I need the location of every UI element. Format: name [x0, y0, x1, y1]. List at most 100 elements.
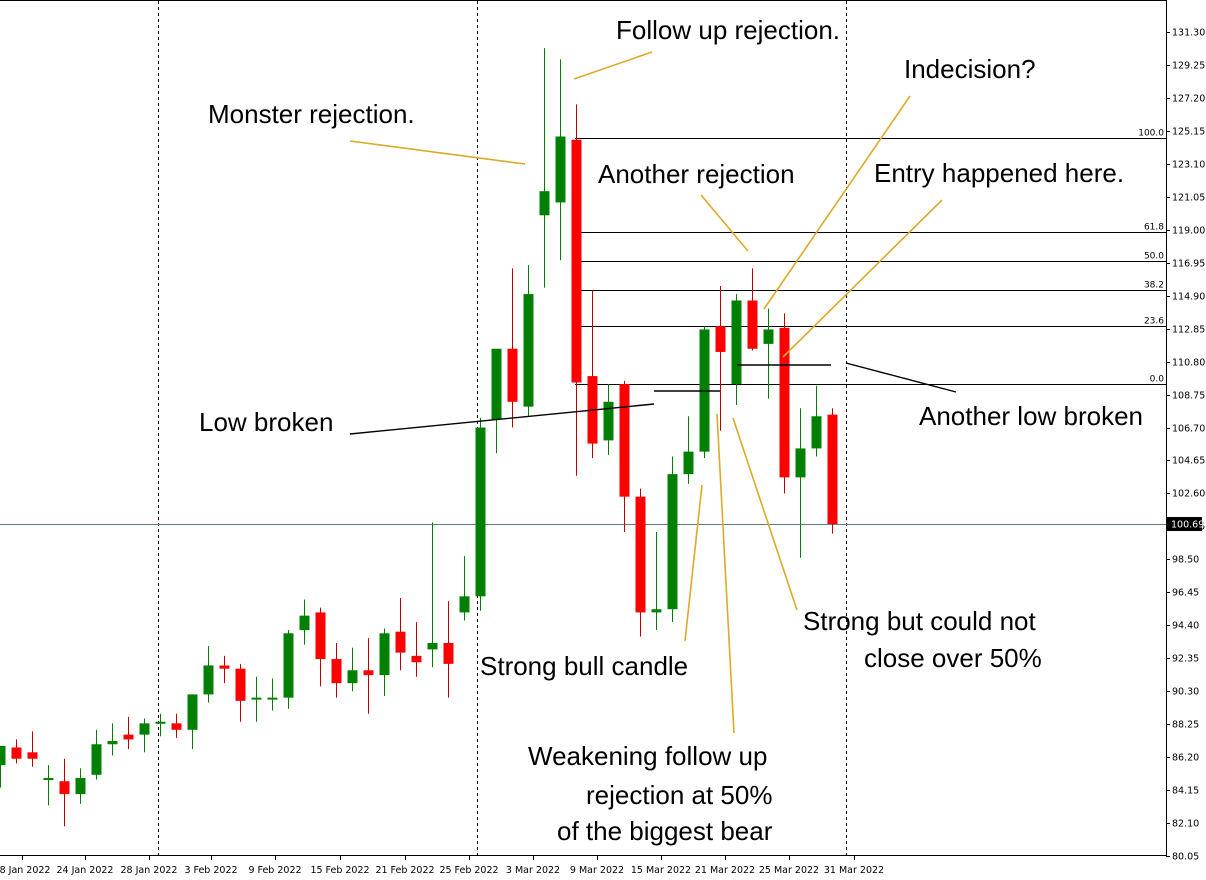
annotation-another-low-broken: Another low broken — [919, 401, 1143, 431]
y-tick-label: 104.65 — [1172, 456, 1205, 467]
y-tick-label: 88.25 — [1172, 720, 1199, 731]
y-tick-label: 123.10 — [1172, 160, 1205, 171]
annotation-indecision: Indecision? — [904, 54, 1036, 84]
y-axis-ticks: 131.30 129.25 127.20 125.15 123.10 121.05 119.… — [1166, 28, 1205, 863]
bear-candle — [507, 348, 518, 402]
weakening-pointer — [716, 413, 735, 734]
current-price-box-bg — [1167, 517, 1202, 531]
y-tick-label: 131.30 — [1172, 28, 1205, 39]
fib-level-label-50.0: 50.0 — [1144, 252, 1164, 262]
annotation-low-broken: Low broken — [199, 407, 333, 437]
y-tick-label: 82.10 — [1172, 819, 1199, 830]
annotation-another-rejection: Another rejection — [598, 159, 795, 189]
bear-candle — [331, 659, 342, 684]
x-tick-label: 25 Feb 2022 — [439, 865, 498, 876]
x-axis-ticks: 18 Jan 2022 24 Jan 2022 28 Jan 2022 3 Feb 2… — [0, 855, 884, 876]
bear-candle — [827, 414, 838, 524]
bull-candle — [539, 191, 550, 216]
y-tick-label: 112.85 — [1172, 325, 1205, 336]
bear-candle — [747, 300, 758, 349]
bear-candle — [619, 384, 630, 497]
another-low-broken-pointer — [845, 362, 957, 393]
bear-candle — [571, 139, 582, 383]
annotation-weakening-line1: Weakening follow up — [528, 741, 767, 771]
low-broken-trend-line — [349, 403, 655, 435]
bear-candle — [443, 642, 454, 664]
y-tick-label: 92.35 — [1172, 654, 1199, 665]
bear-candle — [171, 723, 182, 730]
fib-level-label-61.8: 61.8 — [1144, 223, 1164, 233]
x-tick-label: 25 Mar 2022 — [759, 865, 819, 876]
bull-candle — [43, 778, 54, 781]
annotation-strong-but-line2: close over 50% — [864, 643, 1042, 673]
strong-bull-candle-pointer — [684, 484, 703, 642]
y-tick-label: 84.15 — [1172, 786, 1199, 797]
bear-candle — [59, 781, 70, 795]
y-tick-label: 125.15 — [1172, 127, 1205, 138]
bear-candle — [635, 496, 646, 613]
y-tick-label: 116.95 — [1172, 259, 1205, 270]
bear-candle — [411, 655, 422, 663]
bull-candle — [523, 294, 534, 407]
y-tick-label: 106.70 — [1172, 424, 1205, 435]
bull-candle — [139, 723, 150, 735]
annotation-weakening-line3: of the biggest bear — [557, 816, 773, 846]
fib-level-label-0.0: 0.0 — [1150, 375, 1165, 385]
y-tick-label: 102.60 — [1172, 489, 1205, 500]
y-tick-label: 119.00 — [1172, 226, 1205, 237]
bear-candle — [11, 747, 22, 759]
bull-candle — [267, 697, 278, 700]
bull-candle — [651, 609, 662, 613]
bear-candle — [779, 327, 790, 478]
x-tick-label: 21 Feb 2022 — [375, 865, 434, 876]
y-tick-label: 121.05 — [1172, 193, 1205, 204]
bull-candle — [811, 416, 822, 449]
bear-candle — [235, 668, 246, 701]
fib-level-label-23.6: 23.6 — [1144, 317, 1164, 327]
bull-candle — [491, 348, 502, 420]
current-price-label: 100.69 — [1171, 520, 1204, 531]
current-price-box: 100.69 — [1167, 517, 1204, 531]
y-tick-label: 98.50 — [1172, 555, 1199, 566]
x-tick-label: 3 Feb 2022 — [184, 865, 237, 876]
x-tick-label: 31 Mar 2022 — [824, 865, 884, 876]
x-tick-label: 9 Feb 2022 — [248, 865, 301, 876]
bear-candle — [363, 670, 374, 676]
x-tick-label: 9 Mar 2022 — [570, 865, 624, 876]
bull-candle — [603, 401, 614, 441]
monster-rejection-pointer — [349, 140, 526, 165]
y-tick-label: 129.25 — [1172, 61, 1205, 72]
another-rejection-pointer — [700, 194, 749, 252]
bull-candle — [0, 745, 6, 766]
bull-candle — [555, 136, 566, 203]
bear-candle — [315, 612, 326, 660]
fibonacci-levels: 100.0 61.8 50.0 38.2 23.6 0.0 — [575, 129, 1166, 385]
bull-candle — [475, 427, 486, 597]
annotation-follow-up-rejection: Follow up rejection. — [616, 15, 840, 45]
bull-candle — [427, 642, 438, 650]
bear-candle — [395, 631, 406, 653]
annotation-strong-but-line1: Strong but could not — [803, 606, 1036, 636]
bull-candle — [251, 697, 262, 700]
y-tick-label: 94.40 — [1172, 621, 1199, 632]
fib-level-label-100.0: 100.0 — [1138, 129, 1164, 139]
y-tick-label: 110.80 — [1172, 358, 1205, 369]
entry-pointer — [782, 199, 943, 358]
bull-candle — [203, 665, 214, 695]
bear-candle — [27, 752, 38, 759]
x-tick-label: 15 Mar 2022 — [631, 865, 691, 876]
y-tick-label: 86.20 — [1172, 753, 1199, 764]
follow-up-rejection-pointer — [573, 51, 653, 80]
bull-candle — [763, 329, 774, 344]
annotation-weakening-line2: rejection at 50% — [586, 780, 772, 810]
candles — [0, 48, 838, 827]
fib-level-label-38.2: 38.2 — [1144, 281, 1164, 291]
y-tick-label: 108.75 — [1172, 391, 1205, 402]
bear-candle — [123, 734, 134, 740]
annotation-texts: Follow up rejection. Monster rejection. … — [199, 15, 1143, 846]
bull-candle — [683, 451, 694, 475]
bull-candle — [107, 741, 118, 745]
annotation-lines — [349, 51, 957, 734]
